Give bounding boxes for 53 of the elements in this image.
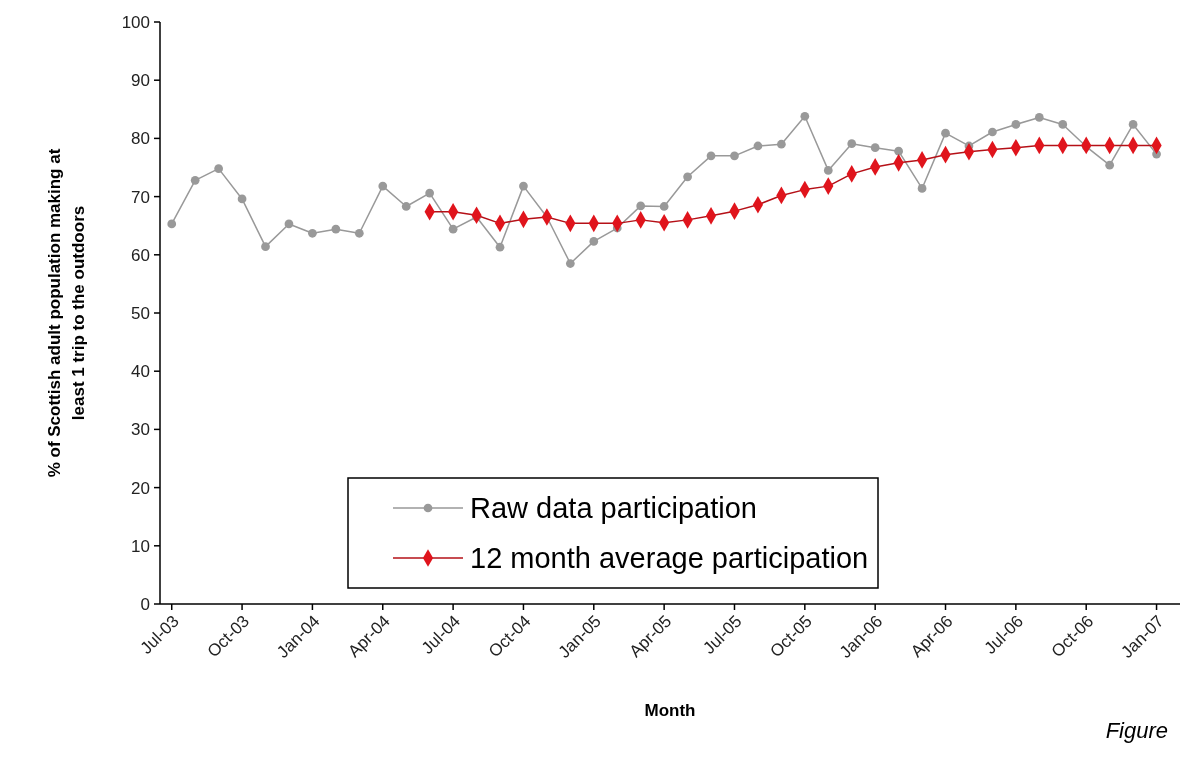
- y-tick-label: 20: [131, 478, 150, 498]
- point: [214, 164, 223, 174]
- point: [941, 128, 950, 138]
- point: [730, 151, 739, 161]
- y-tick-label: 70: [131, 187, 150, 207]
- point: [495, 242, 505, 252]
- point: [589, 237, 599, 246]
- point: [401, 202, 411, 211]
- point: [870, 143, 880, 153]
- x-axis-title: Month: [644, 701, 696, 720]
- point: [1105, 160, 1115, 170]
- point: [777, 139, 786, 149]
- text: Figure: [1105, 718, 1168, 743]
- y-tick-label: 30: [131, 420, 150, 440]
- y-tick-label: 60: [131, 245, 150, 265]
- point: [354, 228, 364, 238]
- point: [519, 181, 528, 191]
- point: [425, 188, 435, 198]
- point: [636, 201, 646, 211]
- point: [917, 184, 927, 193]
- point: [1128, 120, 1138, 129]
- y-tick-label: 10: [131, 536, 150, 556]
- point: [683, 172, 692, 182]
- point: [308, 228, 317, 238]
- point: [378, 181, 388, 191]
- y-tick-label: 100: [121, 12, 150, 32]
- point: [1058, 120, 1068, 129]
- point: [1011, 120, 1021, 129]
- point: [448, 224, 458, 234]
- point: [565, 259, 575, 268]
- point: [823, 166, 833, 175]
- point: [847, 139, 857, 148]
- point: [261, 242, 270, 252]
- legend-label: Raw data participation: [470, 492, 757, 525]
- point: [1034, 113, 1044, 122]
- point: [167, 219, 177, 229]
- point: [988, 127, 997, 137]
- y-tick-label: 90: [131, 71, 150, 91]
- y-tick-label: 0: [140, 594, 150, 614]
- point: [800, 111, 810, 121]
- point: [190, 175, 200, 185]
- point: [237, 194, 247, 204]
- point: [659, 202, 669, 211]
- point: [331, 224, 341, 234]
- legend-label: 12 month average participation: [470, 542, 869, 575]
- y-tick-label: 50: [131, 303, 150, 323]
- y-tick-label: 40: [131, 362, 150, 382]
- y-axis-title: % of Scottish adult population making at least 1 trip to the outdoors: [45, 148, 88, 478]
- y-tick-label: 80: [131, 129, 150, 149]
- point: [894, 146, 903, 156]
- point: [284, 219, 294, 229]
- point: [753, 141, 763, 151]
- point: [706, 151, 716, 161]
